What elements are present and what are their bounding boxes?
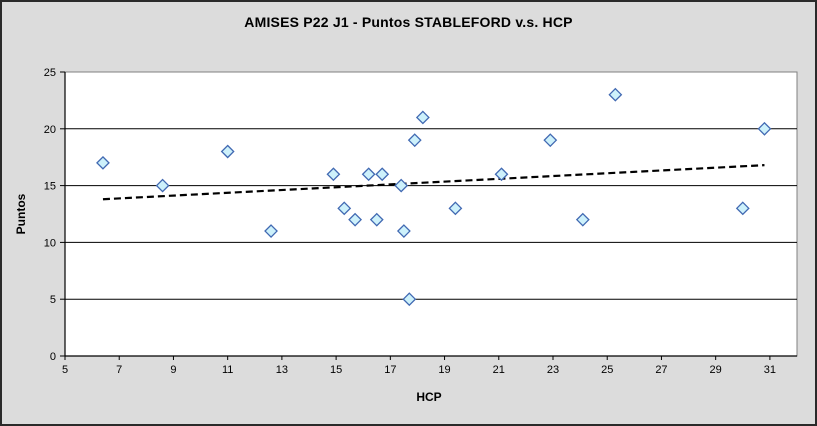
x-tick-label-13: 13 xyxy=(276,364,288,376)
y-axis-title: Puntos xyxy=(14,193,28,235)
scatter-point-18 xyxy=(575,212,590,227)
scatter-point-9 xyxy=(375,167,390,182)
x-tick-label-25: 25 xyxy=(601,364,613,376)
scatter-point-2 xyxy=(220,144,235,159)
chart-title: AMISES P22 J1 - Puntos STABLEFORD v.s. H… xyxy=(244,14,573,30)
scatter-point-6 xyxy=(348,212,363,227)
scatter-point-14 xyxy=(415,110,430,125)
x-tick-label-5: 5 xyxy=(62,364,68,376)
x-tick-label-29: 29 xyxy=(710,364,722,376)
x-tick-label-23: 23 xyxy=(547,364,559,376)
x-tick-label-17: 17 xyxy=(384,364,396,376)
scatter-point-21 xyxy=(757,121,772,136)
y-tick-label-20: 20 xyxy=(44,124,56,136)
y-tick-label-10: 10 xyxy=(44,237,56,249)
scatter-point-0 xyxy=(96,155,110,170)
scatter-point-15 xyxy=(448,201,463,216)
x-tick-label-31: 31 xyxy=(764,364,776,376)
x-axis-title: HCP xyxy=(416,390,442,404)
scatter-point-16 xyxy=(494,167,509,182)
x-tick-label-27: 27 xyxy=(655,364,667,376)
x-tick-label-21: 21 xyxy=(493,364,505,376)
y-tick-label-0: 0 xyxy=(50,351,56,363)
plot-area xyxy=(64,71,798,357)
scatter-point-20 xyxy=(735,201,750,216)
scatter-point-8 xyxy=(369,212,384,227)
scatter-point-12 xyxy=(402,292,417,307)
y-tick-label-15: 15 xyxy=(44,181,56,193)
x-tick-label-11: 11 xyxy=(222,364,233,376)
x-tick-label-15: 15 xyxy=(330,364,342,376)
scatter-point-4 xyxy=(326,167,341,182)
x-tick-label-19: 19 xyxy=(438,364,450,376)
scatter-point-10 xyxy=(394,178,409,193)
scatter-point-11 xyxy=(396,224,411,238)
x-tick-label-7: 7 xyxy=(116,364,122,376)
y-tick-label-5: 5 xyxy=(50,294,56,306)
scatter-point-5 xyxy=(337,201,352,216)
scatter-point-19 xyxy=(608,87,623,102)
scatter-point-17 xyxy=(543,133,558,148)
scatter-point-7 xyxy=(361,167,376,182)
scatter-point-1 xyxy=(155,178,170,193)
y-tick-label-25: 25 xyxy=(44,67,56,79)
scatter-point-13 xyxy=(407,133,422,148)
x-tick-label-9: 9 xyxy=(170,364,176,376)
trend-line xyxy=(102,164,765,201)
scatter-point-3 xyxy=(264,224,278,238)
